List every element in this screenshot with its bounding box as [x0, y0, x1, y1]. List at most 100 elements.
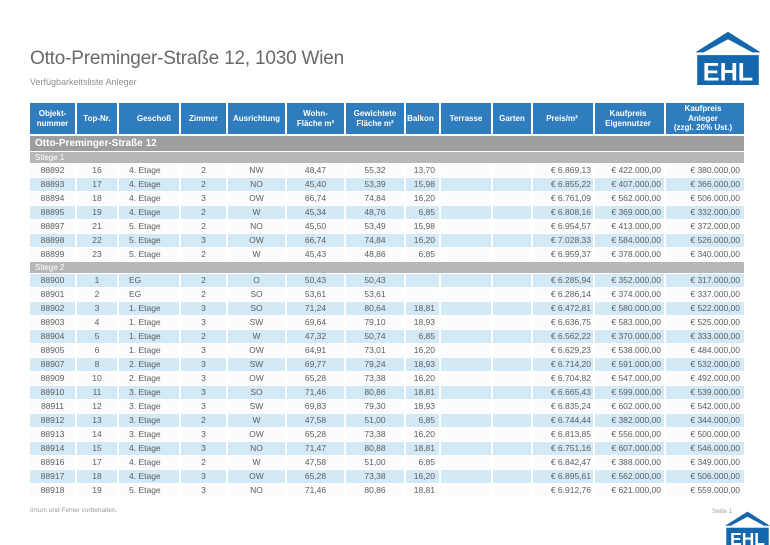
logo-text: EHL: [730, 529, 765, 545]
table-cell: 66,74: [287, 234, 344, 247]
table-cell: 88894: [30, 192, 75, 205]
table-cell: [441, 400, 491, 413]
table-cell: € 344.000,00: [666, 414, 744, 427]
table-body: Stiege 1 88892 16 4. Etage 2 NW 48,47 55,32 13,7…: [30, 152, 744, 497]
table-cell: 17: [77, 456, 117, 469]
table-cell: 16,20: [406, 234, 439, 247]
table-cell: 88904: [30, 330, 75, 343]
table-cell: € 6.751,16: [533, 442, 593, 455]
table-cell: € 337.000,00: [666, 288, 744, 301]
table-cell: [493, 428, 531, 441]
table-cell: 2: [181, 164, 226, 177]
table-cell: € 369.000,00: [595, 206, 664, 219]
table-cell: NO: [228, 178, 285, 191]
table-cell: 65,28: [287, 470, 344, 483]
ehl-logo: EHL: [695, 31, 761, 85]
table-cell: [441, 428, 491, 441]
table-cell: 3: [181, 484, 226, 497]
table-cell: € 6.895,61: [533, 470, 593, 483]
column-header: Gewichtete Fläche m²: [346, 103, 404, 134]
table-cell: 18,93: [406, 316, 439, 329]
table-cell: 88907: [30, 358, 75, 371]
table-cell: [493, 372, 531, 385]
table-cell: € 332.000,00: [666, 206, 744, 219]
table-cell: 18: [77, 470, 117, 483]
table-cell: € 6.869,13: [533, 164, 593, 177]
table-cell: 10: [77, 372, 117, 385]
table-cell: 3: [181, 372, 226, 385]
table-cell: € 407.000,00: [595, 178, 664, 191]
table-cell: 22: [77, 234, 117, 247]
table-cell: 3. Etage: [119, 386, 179, 399]
availability-table: Objekt-nummer Top-Nr. Geschoß Zimmer Ausrich…: [30, 103, 744, 497]
table-cell: 88899: [30, 248, 75, 261]
table-cell: OW: [228, 470, 285, 483]
table-cell: [406, 274, 439, 287]
table-cell: € 6.286,14: [533, 288, 593, 301]
table-cell: O: [228, 274, 285, 287]
table-cell: 16,20: [406, 470, 439, 483]
table-cell: 6,85: [406, 330, 439, 343]
table-cell: OW: [228, 192, 285, 205]
table-cell: NW: [228, 164, 285, 177]
table-cell: 88893: [30, 178, 75, 191]
table-cell: € 6.472,81: [533, 302, 593, 315]
table-cell: 1. Etage: [119, 316, 179, 329]
table-cell: [493, 220, 531, 233]
table-cell: [441, 330, 491, 343]
table-cell: W: [228, 456, 285, 469]
table-cell: € 584.000,00: [595, 234, 664, 247]
table-cell: 88912: [30, 414, 75, 427]
table-cell: 18,81: [406, 302, 439, 315]
table-cell: [441, 192, 491, 205]
table-cell: € 583.000,00: [595, 316, 664, 329]
table-cell: € 500.000,00: [666, 428, 744, 441]
table-cell: NO: [228, 442, 285, 455]
group-header-building: Otto-Preminger-Straße 12: [30, 136, 744, 151]
table-cell: € 6.813,85: [533, 428, 593, 441]
table-cell: 88905: [30, 344, 75, 357]
table-cell: € 6.665,43: [533, 386, 593, 399]
table-cell: € 7.028,33: [533, 234, 593, 247]
table-cell: 88901: [30, 288, 75, 301]
table-row: 88917 18 4. Etage 3 OW 65,28 73,38 16,20 € 6.895…: [30, 470, 744, 483]
table-cell: 3. Etage: [119, 400, 179, 413]
table-row: 88914 15 4. Etage 3 NO 71,47 80,88 18,81 € 6.751…: [30, 442, 744, 455]
table-cell: € 6.636,75: [533, 316, 593, 329]
table-cell: 48,47: [287, 164, 344, 177]
table-cell: 1. Etage: [119, 302, 179, 315]
table-cell: 79,10: [346, 316, 404, 329]
table-cell: 8: [77, 358, 117, 371]
table-cell: 66,74: [287, 192, 344, 205]
table-cell: 4. Etage: [119, 470, 179, 483]
table-cell: 16: [77, 164, 117, 177]
table-cell: [493, 442, 531, 455]
table-cell: [441, 316, 491, 329]
table-row: 88899 23 5. Etage 2 W 45,43 48,86 6,85 € 6.959,3…: [30, 248, 744, 261]
table-cell: 48,76: [346, 206, 404, 219]
table-row: 88918 19 5. Etage 3 NO 71,46 80,86 18,81 € 6.912…: [30, 484, 744, 497]
table-cell: 47,32: [287, 330, 344, 343]
table-cell: SO: [228, 288, 285, 301]
table-cell: [493, 316, 531, 329]
table-cell: € 340.000,00: [666, 248, 744, 261]
table-cell: € 382.000,00: [595, 414, 664, 427]
table-cell: 18: [77, 192, 117, 205]
table-cell: [441, 288, 491, 301]
table-cell: 88916: [30, 456, 75, 469]
table-row: 88905 6 1. Etage 3 OW 64,91 73,01 16,20 € 6.629,…: [30, 344, 744, 357]
table-cell: 2: [181, 274, 226, 287]
table-cell: [493, 456, 531, 469]
table-cell: 6: [77, 344, 117, 357]
table-row: 88907 8 2. Etage 3 SW 69,77 79,24 18,93 € 6.714,…: [30, 358, 744, 371]
table-cell: 50,74: [346, 330, 404, 343]
table-cell: [441, 484, 491, 497]
table-cell: 6,85: [406, 248, 439, 261]
table-cell: 13,70: [406, 164, 439, 177]
table-cell: 73,38: [346, 372, 404, 385]
table-cell: 2: [181, 330, 226, 343]
table-cell: 45,40: [287, 178, 344, 191]
table-cell: [441, 220, 491, 233]
table-cell: 3: [181, 470, 226, 483]
